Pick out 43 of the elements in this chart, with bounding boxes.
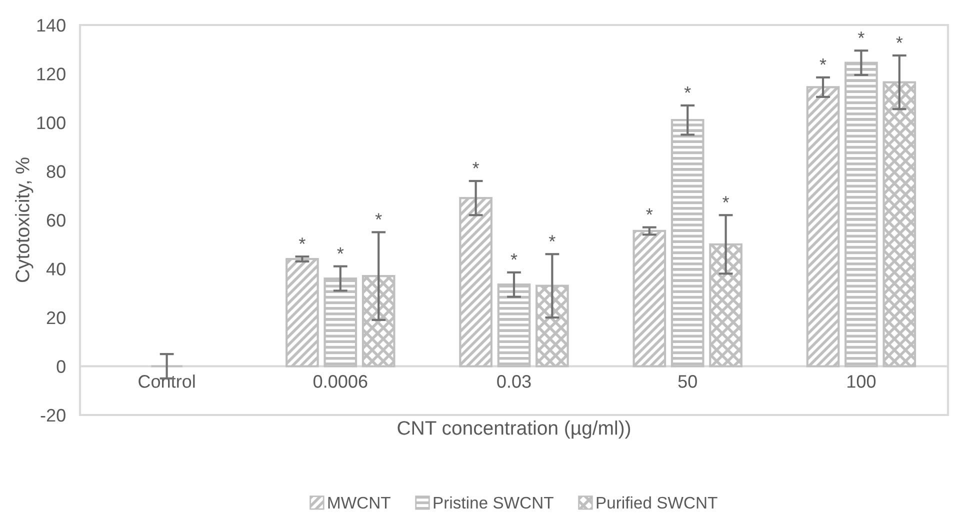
data-label: * (510, 253, 518, 260)
bar (806, 86, 840, 368)
data-label: * (472, 162, 480, 168)
x-axis-title: CNT concentration (µg/ml)) (398, 420, 630, 439)
data-label: * (820, 58, 826, 65)
x-tick-label: Control (138, 374, 195, 388)
y-tick-label: 80 (46, 165, 66, 178)
bar (632, 230, 666, 368)
data-label: * (896, 36, 903, 43)
y-tick-label: 40 (46, 262, 66, 276)
legend-label: MWCNT (328, 496, 390, 509)
bar (670, 119, 704, 368)
bar (362, 275, 396, 368)
data-label: * (298, 238, 306, 244)
y-tick-label: 120 (37, 68, 66, 80)
data-label: * (646, 208, 653, 215)
x-tick-label: 50 (678, 375, 697, 388)
bar (709, 243, 742, 368)
bar (324, 277, 358, 368)
x-tick-label: 100 (848, 375, 876, 388)
legend-label: Pristine SWCNT (434, 496, 554, 509)
data-label: * (684, 86, 691, 93)
bar (286, 258, 319, 368)
bar (844, 62, 878, 368)
y-tick-label: 20 (46, 311, 66, 324)
data-label: * (337, 247, 344, 254)
y-tick-label: 100 (37, 116, 66, 130)
y-tick-label: 60 (46, 214, 66, 227)
bar (497, 284, 531, 368)
x-tick-label: 0.03 (497, 375, 531, 388)
y-axis-title: Cytotoxicity, % (15, 158, 34, 282)
x-tick-label: 0.0006 (313, 375, 368, 388)
y-tick-label: -20 (40, 408, 66, 422)
y-tick-label: 140 (37, 18, 66, 32)
legend-label: Purified SWCNT (596, 496, 718, 509)
bar (536, 284, 569, 368)
data-label: * (858, 32, 864, 38)
y-tick-label: 0 (56, 360, 66, 373)
bar (882, 81, 916, 368)
data-label: * (375, 213, 382, 220)
bar (459, 197, 492, 368)
data-label: * (722, 196, 730, 203)
data-label: * (548, 235, 556, 242)
